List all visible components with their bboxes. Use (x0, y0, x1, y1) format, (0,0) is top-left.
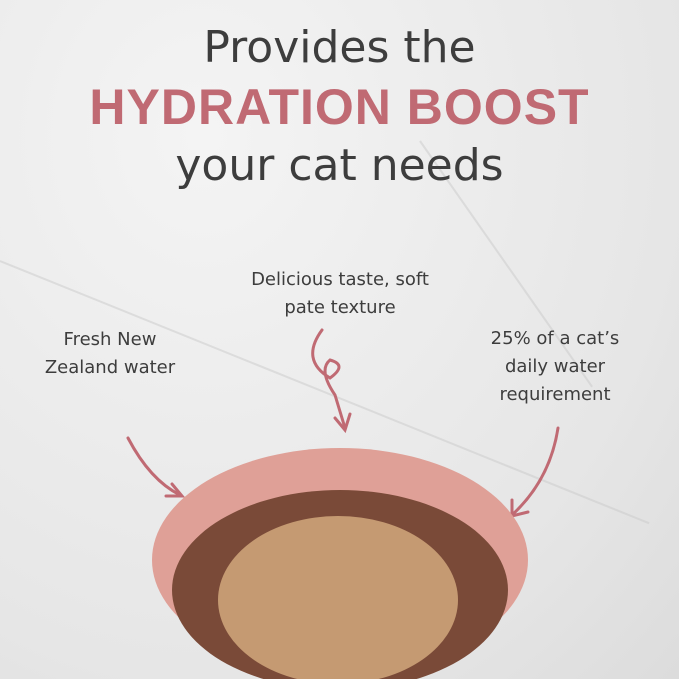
callout-center: Delicious taste, soft pate texture (251, 269, 429, 318)
callout-left: Fresh New Zealand water (44, 329, 176, 378)
pate-food (218, 516, 458, 679)
headline-line3: your cat needs (175, 140, 504, 191)
arrow-left-icon (126, 436, 182, 497)
callout-right: 25% of a cat’s daily water requirement (490, 328, 620, 405)
headline-emphasis: HYDRATION BOOST (89, 79, 590, 135)
headline-line1: Provides the (203, 22, 476, 73)
arrow-center-icon (311, 328, 347, 430)
arrow-right-icon (510, 426, 560, 517)
